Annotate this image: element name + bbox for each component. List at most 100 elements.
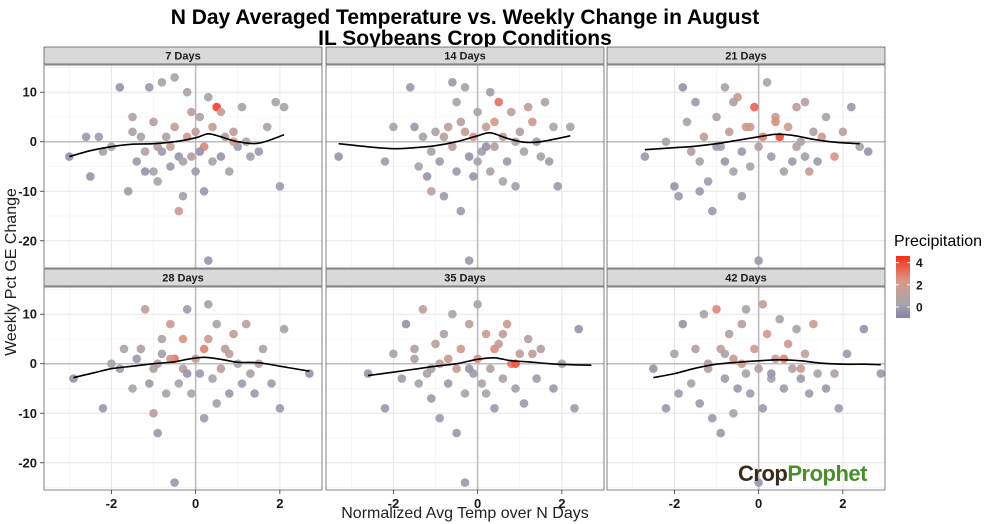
scatter-point xyxy=(674,191,683,201)
scatter-point xyxy=(107,359,116,369)
scatter-point xyxy=(418,132,428,142)
scatter-point xyxy=(720,157,730,166)
scatter-point xyxy=(859,324,869,334)
scatter-point xyxy=(225,389,234,398)
scatter-point xyxy=(800,349,810,359)
scatter-point xyxy=(418,305,428,314)
scatter-point xyxy=(490,142,499,151)
scatter-point xyxy=(241,137,251,146)
scatter-point xyxy=(490,404,499,413)
scatter-point xyxy=(737,191,747,201)
scatter-point xyxy=(481,122,491,132)
legend-tick-label: 0 xyxy=(916,300,923,314)
scatter-point xyxy=(86,172,95,181)
scatter-point xyxy=(81,132,91,142)
scatter-point xyxy=(490,344,499,354)
scatter-point xyxy=(452,167,461,176)
scatter-point xyxy=(720,349,730,359)
facet-panel: 42 Days -2 0 2 xyxy=(606,268,886,511)
facet-panel: 35 Days -2 0 2 xyxy=(325,268,605,511)
scatter-point xyxy=(745,389,755,398)
scatter-point xyxy=(237,379,247,388)
scatter-point xyxy=(724,127,734,137)
scatter-point xyxy=(649,364,658,374)
scatter-point xyxy=(758,404,768,413)
scatter-point xyxy=(464,319,474,329)
scatter-point xyxy=(720,374,730,383)
scatter-point xyxy=(788,364,797,374)
smooth-trend-line xyxy=(73,356,310,379)
x-tick-label: -2 xyxy=(106,496,118,511)
scatter-point xyxy=(149,167,158,176)
legend-color-bar xyxy=(896,256,910,318)
scatter-point xyxy=(431,127,440,137)
scatter-point xyxy=(792,142,801,151)
scatter-point xyxy=(237,102,247,112)
scatter-point xyxy=(779,167,789,176)
scatter-point xyxy=(182,87,192,97)
scatter-point xyxy=(145,83,154,92)
scatter-point xyxy=(452,428,461,438)
scatter-point xyxy=(208,157,217,166)
scatter-point xyxy=(477,379,487,388)
plot-panel-border xyxy=(325,286,605,491)
scatter-point xyxy=(754,142,763,151)
scatter-point xyxy=(498,374,508,383)
scatter-point xyxy=(464,152,474,161)
scatter-point xyxy=(800,152,810,161)
scatter-point xyxy=(229,329,238,339)
y-tick-label: 10 xyxy=(23,85,37,100)
scatter-point xyxy=(536,344,546,354)
scatter-point xyxy=(750,102,759,112)
scatter-point xyxy=(334,152,343,161)
scatter-point xyxy=(691,97,700,107)
logo-part-prophet: Prophet xyxy=(787,461,867,486)
scatter-point xyxy=(204,256,213,265)
scatter-point xyxy=(762,78,772,87)
scatter-point xyxy=(796,374,806,383)
scatter-point xyxy=(182,305,192,314)
scatter-point xyxy=(804,167,814,176)
scatter-point xyxy=(448,78,457,87)
scatter-point xyxy=(178,191,188,201)
logo-part-crop: Crop xyxy=(738,461,788,486)
facet-panel: 7 Days 10 0 -10 -20 xyxy=(18,46,323,269)
scatter-point xyxy=(511,182,520,191)
y-tick-label: -20 xyxy=(18,233,37,248)
scatter-point xyxy=(132,354,141,364)
scatter-point xyxy=(708,413,717,423)
scatter-point xyxy=(216,107,226,117)
y-tick-label: -20 xyxy=(18,455,37,470)
scatter-point xyxy=(427,147,436,156)
scatter-point xyxy=(661,404,671,413)
scatter-point xyxy=(216,364,226,374)
scatter-point xyxy=(767,369,776,378)
facet-strip-label: 7 Days xyxy=(165,51,200,63)
scatter-point xyxy=(678,83,688,92)
x-tick-label: -2 xyxy=(669,496,681,511)
scatter-point xyxy=(767,152,776,161)
scatter-point xyxy=(271,97,281,107)
scatter-point xyxy=(439,132,449,142)
scatter-point xyxy=(481,142,491,151)
scatter-point xyxy=(486,167,495,176)
scatter-point xyxy=(536,152,546,161)
facet-panel: 21 Days xyxy=(606,46,886,269)
scatter-point xyxy=(699,132,709,142)
legend-title: Precipitation xyxy=(894,233,982,250)
scatter-point xyxy=(544,157,554,166)
scatter-point xyxy=(191,127,200,137)
scatter-point xyxy=(187,389,196,398)
scatter-point xyxy=(511,384,520,393)
scatter-point xyxy=(157,334,167,344)
smooth-trend-line xyxy=(367,356,592,377)
scatter-point xyxy=(796,364,806,374)
scatter-point xyxy=(515,349,525,359)
scatter-point xyxy=(448,142,457,151)
scatter-point xyxy=(661,137,671,146)
scatter-point xyxy=(686,147,696,156)
scatter-point xyxy=(69,374,78,383)
